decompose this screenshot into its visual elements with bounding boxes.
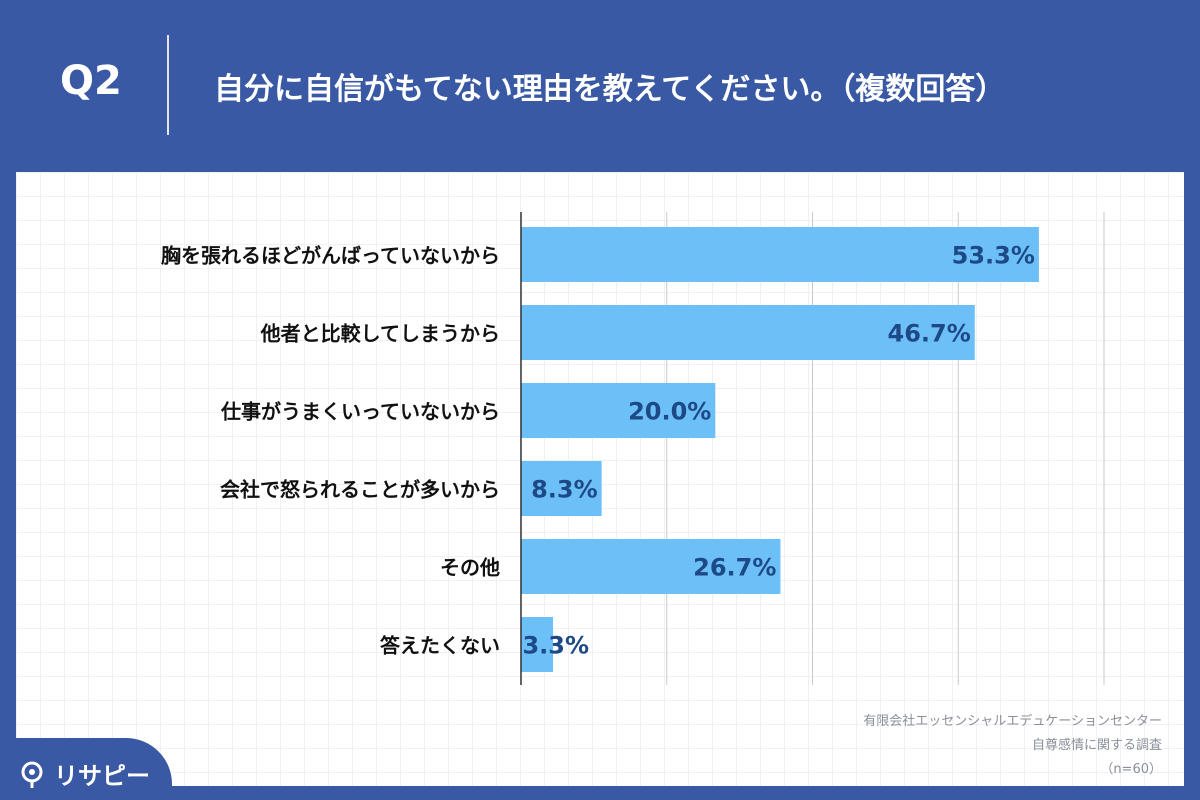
logo-tab [0,738,172,800]
value-label: 20.0% [628,398,711,426]
category-label: 会社で怒られることが多いから [220,478,500,502]
source-survey: 自尊感情に関する調査 [1031,738,1162,753]
pin-icon [21,761,43,788]
category-label: 仕事がうまくいっていないから [220,400,500,424]
value-label: 26.7% [693,554,776,582]
bar [521,539,781,594]
source-company: 有限会社エッセンシャルエデュケーションセンター [863,714,1162,729]
category-label: その他 [440,556,500,580]
brand-logo[interactable]: リサピー [18,756,150,791]
question-text: 自分に自信がもてない理由を教えてください。（複数回答） [214,72,1006,107]
bar-chart: 胸を張れるほどがんばっていないから 53.3% 他者と比較してしまうから 46.7% 仕… [161,212,1105,685]
value-label: 3.3% [522,632,589,660]
header-divider [167,35,169,135]
category-label: 答えたくない [380,634,500,658]
brand-name: リサピー [54,762,150,790]
category-label: 他者と比較してしまうから [260,322,500,346]
source-sample-size: （n=60） [1100,762,1162,777]
bar [521,227,1039,282]
bar [521,305,975,360]
category-label: 胸を張れるほどがんばっていないから [161,244,500,268]
bar [521,461,602,516]
question-number: Q2 [60,58,122,104]
chart-panel: 胸を張れるほどがんばっていないから 53.3% 他者と比較してしまうから 46.7% 仕… [16,172,1184,786]
value-label: 53.3% [952,242,1035,270]
value-label: 46.7% [888,320,971,348]
bar [521,617,554,672]
header: Q2 自分に自信がもてない理由を教えてください。（複数回答） [0,0,1200,170]
value-label: 8.3% [531,476,598,504]
bar [521,383,716,438]
